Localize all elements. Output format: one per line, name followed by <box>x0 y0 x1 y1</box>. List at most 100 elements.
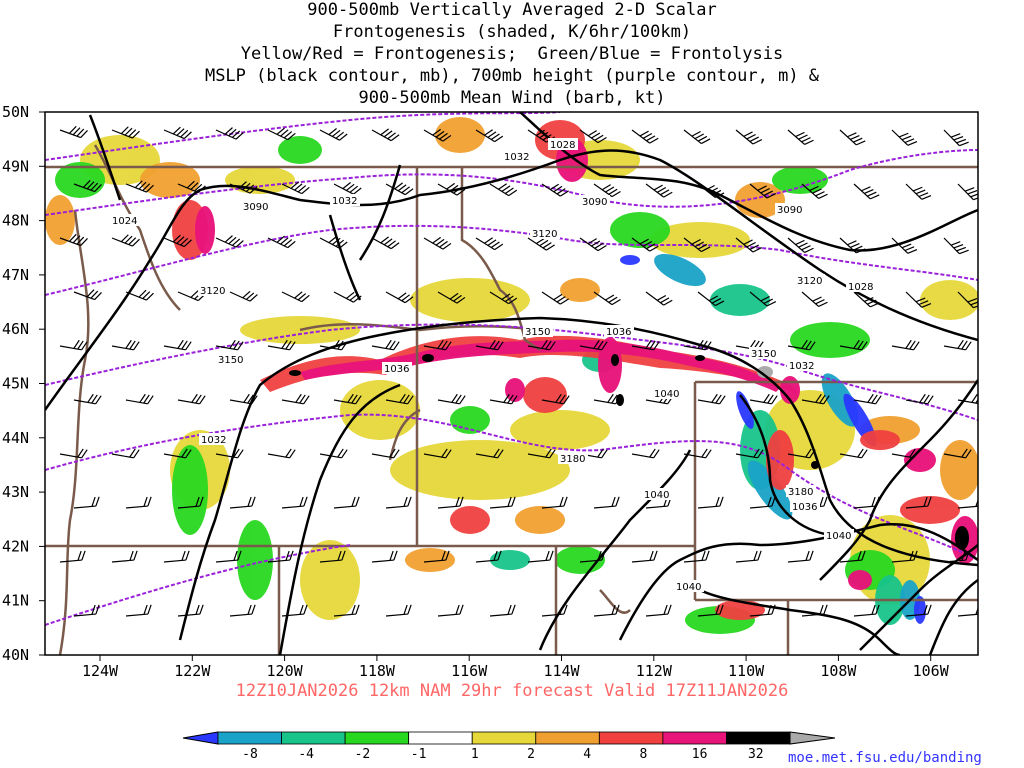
wind-barb <box>593 393 622 405</box>
wind-barb <box>853 291 880 308</box>
mslp-label: 1040 <box>652 387 682 400</box>
lat-tick-label: 45N <box>2 375 29 393</box>
wind-barb <box>319 550 346 563</box>
wind-barb <box>111 339 140 351</box>
wind-barb <box>111 126 140 139</box>
svg-text:1040: 1040 <box>676 582 701 593</box>
wind-barb <box>541 393 570 405</box>
latitude-labels: 50N 49N 48N 47N 46N 45N 44N 43N 42N 41N 40N <box>2 103 29 664</box>
lon-tick-label: 118W <box>359 662 396 680</box>
wind-barb <box>579 550 606 563</box>
wind-barb <box>125 604 152 617</box>
wind-barb <box>475 339 504 351</box>
svg-text:3150: 3150 <box>525 327 550 338</box>
title-line-5: 900-500mb Mean Wind (barb, kt) <box>358 88 666 108</box>
wind-barb <box>177 604 204 617</box>
wind-barb <box>697 393 726 405</box>
colorbar-swatch <box>789 731 836 745</box>
colorbar-swatch <box>182 731 219 745</box>
wind-barb <box>111 234 140 247</box>
colorbar: -8 -4 -2 -1 1 2 4 8 16 32 <box>182 731 836 762</box>
wind-barb <box>735 448 764 459</box>
wind-barb <box>579 339 608 351</box>
wind-barb <box>423 339 452 351</box>
longitude-labels: 124W 122W 120W 118W 116W 114W 112W 110W 108W 106W <box>82 662 950 680</box>
wind-barb <box>385 291 414 304</box>
wind-barb <box>215 127 244 140</box>
wind-barb <box>839 129 866 146</box>
colorbar-swatch <box>281 731 346 745</box>
title-line-3: Yellow/Red = Frontogenesis; Green/Blue =… <box>240 44 784 64</box>
credit-link[interactable]: moe.met.fsu.edu/banding <box>788 750 982 766</box>
colorbar-swatch <box>535 731 600 745</box>
wind-barb <box>631 237 659 252</box>
wind-barb <box>853 393 882 405</box>
wind-barb <box>437 496 464 509</box>
svg-text:1036: 1036 <box>792 502 817 513</box>
svg-text:3150: 3150 <box>218 355 243 366</box>
wind-barb <box>267 339 296 351</box>
svg-text:3120: 3120 <box>532 229 557 240</box>
svg-text:1032: 1032 <box>504 152 529 163</box>
wind-barb <box>59 233 88 247</box>
wind-barb <box>801 291 828 307</box>
lon-tick-label: 120W <box>267 662 304 680</box>
wind-barb <box>527 237 555 251</box>
wind-barb <box>215 339 244 351</box>
colorbar-label: -1 <box>411 747 427 762</box>
wind-barb <box>215 550 242 563</box>
axis-ticks <box>39 111 932 661</box>
svg-text:1028: 1028 <box>550 140 575 151</box>
mslp-label: 1036 <box>382 362 412 375</box>
svg-text:1036: 1036 <box>606 327 631 338</box>
wind-barb <box>177 180 206 194</box>
wind-barbs <box>59 125 978 617</box>
wind-barb <box>475 448 504 459</box>
wind-barb <box>697 604 724 617</box>
wind-barb <box>489 183 518 197</box>
wind-barb <box>891 550 918 563</box>
wind-barb <box>333 291 362 303</box>
svg-text:1032: 1032 <box>332 196 357 207</box>
lon-tick-label: 108W <box>820 662 857 680</box>
wind-barb <box>943 339 972 351</box>
wind-barb <box>437 393 466 405</box>
height-label: 3150 <box>216 353 246 366</box>
wind-barb <box>371 550 398 563</box>
title-line-1: 900-500mb Vertically Averaged 2-D Scalar <box>307 0 717 20</box>
wind-barb <box>905 291 932 308</box>
wind-barb <box>683 237 711 253</box>
colorbar-label: 8 <box>639 747 647 762</box>
lat-tick-label: 44N <box>2 429 29 447</box>
title-line-2: Frontogenesis (shaded, K/6hr/100km) <box>332 22 692 42</box>
wind-barb <box>527 448 556 459</box>
colorbar-label: 32 <box>748 747 764 762</box>
wind-barb <box>423 236 452 250</box>
svg-text:3120: 3120 <box>200 286 225 297</box>
wind-barb <box>229 290 258 302</box>
height-label: 3150 <box>523 325 553 338</box>
lon-tick-label: 114W <box>543 662 580 680</box>
mslp-label: 1040 <box>642 488 672 501</box>
lat-tick-label: 41N <box>2 592 29 610</box>
lat-tick-label: 42N <box>2 537 29 555</box>
wind-barb <box>333 496 360 509</box>
lat-tick-label: 48N <box>2 212 29 230</box>
wind-barb <box>475 129 504 143</box>
svg-text:1040: 1040 <box>826 531 851 542</box>
colorbar-label: 1 <box>471 747 479 762</box>
colorbar-swatch <box>598 731 664 745</box>
wind-barb <box>73 604 100 617</box>
colorbar-label: 16 <box>692 747 708 762</box>
height-label: 3090 <box>580 195 610 208</box>
wind-barb <box>683 339 712 351</box>
wind-barb <box>385 496 412 509</box>
wind-barb <box>749 393 778 405</box>
wind-barb <box>853 496 880 509</box>
svg-text:1028: 1028 <box>848 282 873 293</box>
wind-barb <box>333 604 360 617</box>
wind-barb <box>125 393 154 405</box>
wind-barb <box>229 604 256 617</box>
height-label: 3120 <box>795 274 825 287</box>
wind-barb <box>437 291 466 304</box>
